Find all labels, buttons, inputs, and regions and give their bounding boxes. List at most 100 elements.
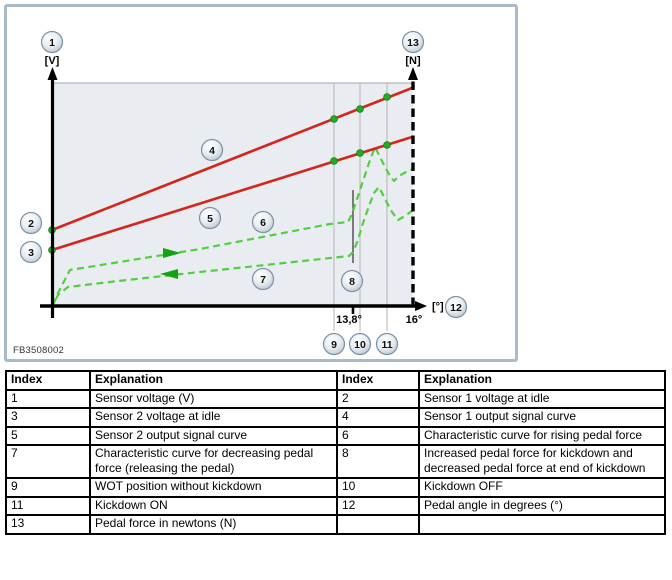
legend-explanation-cell: Characteristic curve for rising pedal fo… [418,425,666,446]
pedal-sensor-chart: [V] [N] [°] 13,8° 16° 1 13 2 3 4 5 6 7 8 9 10 11 12 [19,30,468,356]
legend-explanation-cell [418,514,666,535]
callout-number-8: 8 [349,276,355,288]
legend-row-1: 1 Sensor voltage (V) 2 Sensor 1 voltage at … [5,388,666,409]
legend-table: Index Explanation Index Explanation 1 Sensor… [5,370,666,535]
callout-circle-2 [19,211,43,235]
force-unit-label: [N] [405,55,421,67]
voltage-axis-arrow [47,67,58,80]
legend-index-cell: 11 [5,495,91,516]
callout-circle-1 [40,30,64,54]
callout-circle-7 [251,267,275,291]
callout-number-10: 10 [354,339,366,351]
callout-circle-12 [444,295,468,319]
callout-circle-3 [19,240,43,264]
callout-2: 2 [19,211,43,235]
callout-number-1: 1 [49,37,55,49]
callout-circle-13 [401,30,425,54]
callout-circle-8 [340,269,364,293]
legend-index-cell: 4 [336,407,420,428]
release-direction-arrow [160,269,178,279]
callout-10: 10 [348,332,372,356]
decreasing-pedal-force-curve [52,185,414,306]
force-axis-arrow [408,67,418,80]
voltage-unit-label: [V] [45,55,60,67]
legend-index-cell: 6 [336,425,420,446]
legend-index-cell: 2 [336,388,420,409]
legend-index-cell: 8 [336,444,420,479]
x-tick-label-2: 16° [406,314,423,326]
legend-table-body: 1 Sensor voltage (V) 2 Sensor 1 voltage at … [5,388,666,535]
legend-index-cell: 13 [5,514,91,535]
legend-row-4: 7 Characteristic curve for decreasing ped… [5,444,666,479]
signal-dot-6 [330,157,338,165]
legend-row-2: 3 Sensor 2 voltage at idle 4 Sensor 1 outpu… [5,407,666,428]
callout-number-9: 9 [331,339,337,351]
callout-3: 3 [19,240,43,264]
callout-circle-10 [348,332,372,356]
legend-index-cell [336,514,420,535]
legend-header-3: Index [336,370,420,391]
legend-explanation-cell: Pedal angle in degrees (°) [418,495,666,516]
legend-explanation-cell: Sensor 1 output signal curve [418,407,666,428]
callout-number-5: 5 [207,213,213,225]
callout-number-2: 2 [28,218,34,230]
legend-explanation-cell: Kickdown OFF [418,477,666,498]
legend-index-cell: 10 [336,477,420,498]
legend-row-5: 9 WOT position without kickdown 10 Kickdown… [5,477,666,498]
legend-explanation-cell: Increased pedal force for kickdown and d… [418,444,666,479]
callout-circle-11 [375,332,399,356]
legend-index-cell: 3 [5,407,91,428]
signal-dot-4 [383,93,391,101]
callout-number-3: 3 [28,247,34,259]
legend-row-3: 5 Sensor 2 output signal curve 6 Characteri… [5,425,666,446]
callout-1: 1 [40,30,64,54]
callout-circle-4 [200,138,224,162]
legend-explanation-cell: Pedal force in newtons (N) [89,514,338,535]
callout-number-7: 7 [260,274,266,286]
press-direction-arrow [163,248,181,258]
legend-explanation-cell: Characteristic curve for decreasing peda… [89,444,338,479]
legend-header-4: Explanation [418,370,666,391]
legend-row-7: 13 Pedal force in newtons (N) [5,514,666,535]
callout-number-13: 13 [407,37,419,49]
callout-circle-9 [322,332,346,356]
legend-explanation-cell: Sensor 2 output signal curve [89,425,338,446]
legend-explanation-cell: Sensor 2 voltage at idle [89,407,338,428]
legend-explanation-cell: Sensor 1 voltage at idle [418,388,666,409]
callout-number-12: 12 [450,302,462,314]
callout-7: 7 [251,267,275,291]
figure-code: FB3508002 [13,345,64,356]
signal-dot-2 [330,115,338,123]
callout-number-11: 11 [381,339,392,351]
callout-6: 6 [251,210,275,234]
angle-axis-arrow [415,301,427,311]
callout-12: 12 [444,295,468,319]
callout-number-6: 6 [260,217,266,229]
legend-explanation-cell: Kickdown ON [89,495,338,516]
legend-header-2: Explanation [89,370,338,391]
legend-row-6: 11 Kickdown ON 12 Pedal angle in degrees (°… [5,495,666,516]
signal-dot-8 [383,141,391,149]
legend-index-cell: 5 [5,425,91,446]
legend-explanation-cell: Sensor voltage (V) [89,388,338,409]
legend-header-1: Index [5,370,91,391]
angle-unit-label: [°] [432,301,444,313]
sensor1-curve [51,86,413,232]
signal-dot-3 [356,105,364,113]
legend-table-header: Index Explanation Index Explanation [5,370,666,391]
callout-5: 5 [198,206,222,230]
callout-9: 9 [322,332,346,356]
callout-circle-5 [198,206,222,230]
legend-explanation-cell: WOT position without kickdown [89,477,338,498]
callout-number-4: 4 [209,145,215,157]
sensor2-curve [51,135,413,252]
callout-4: 4 [200,138,224,162]
legend-index-cell: 7 [5,444,91,479]
callout-13: 13 [401,30,425,54]
legend-index-cell: 9 [5,477,91,498]
rising-pedal-force-curve [51,145,414,306]
legend-index-cell: 12 [336,495,420,516]
callout-11: 11 [375,332,399,356]
x-tick-label-1: 13,8° [336,314,362,326]
signal-dot-7 [356,149,364,157]
